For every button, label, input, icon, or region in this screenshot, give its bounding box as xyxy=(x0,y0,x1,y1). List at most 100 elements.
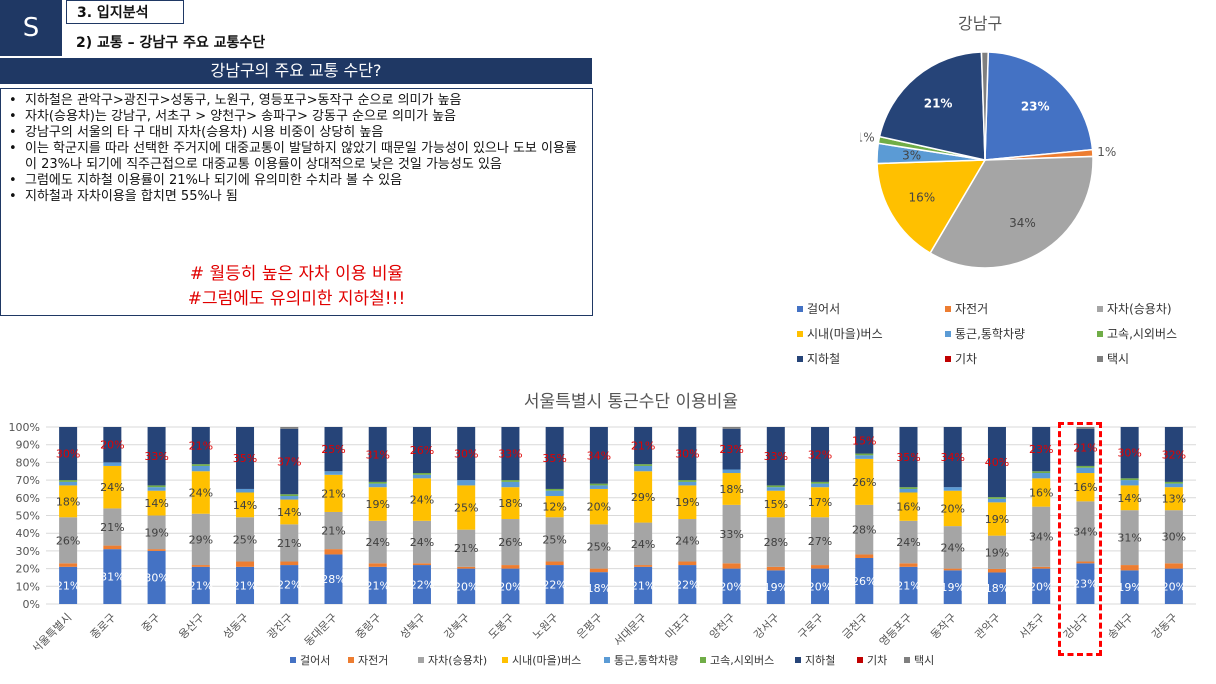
pie-slice xyxy=(984,51,1094,161)
bar-segment xyxy=(236,517,255,562)
bar-data-label: 40% xyxy=(985,456,1009,469)
bar-segment xyxy=(103,465,122,509)
bar-segment xyxy=(368,483,387,488)
pie-slice xyxy=(878,51,986,161)
x-tick-label: 금천구 xyxy=(839,610,870,641)
gangnam-highlight-box xyxy=(1058,422,1102,656)
x-tick-label: 양천구 xyxy=(706,610,737,641)
bar-data-label: 24% xyxy=(100,481,124,494)
bar-segment xyxy=(1076,563,1095,604)
bar-segment xyxy=(412,478,431,521)
bar-data-label: 33% xyxy=(144,450,168,463)
bar-data-label: 20% xyxy=(498,580,522,593)
bar-segment xyxy=(1120,570,1139,604)
bar-segment xyxy=(236,566,255,604)
bar-data-label: 19% xyxy=(144,526,168,539)
bar-segment xyxy=(103,427,122,463)
bar-segment xyxy=(501,480,520,482)
bar-segment xyxy=(987,568,1006,573)
bar-legend-item: 자차(승용차) xyxy=(418,652,487,668)
legend-label: 기차 xyxy=(867,654,888,667)
bar-data-label: 37% xyxy=(277,456,301,469)
bar-data-label: 32% xyxy=(1162,448,1186,461)
bar-segment xyxy=(324,549,343,555)
bar-segment xyxy=(1120,427,1139,479)
x-tick-label: 관악구 xyxy=(972,611,1003,642)
bar-segment xyxy=(722,428,741,470)
bar-segment xyxy=(678,565,697,604)
legend-label: 기차 xyxy=(955,352,978,366)
bar-segment xyxy=(545,488,564,491)
pie-legend-item: 시내(마을)버스 xyxy=(797,325,883,342)
bar-segment xyxy=(722,504,741,564)
bar-segment xyxy=(1076,473,1095,502)
bar-segment xyxy=(1164,487,1183,511)
bar-segment xyxy=(236,427,255,489)
bar-data-label: 30% xyxy=(454,448,478,461)
bar-data-label: 24% xyxy=(941,541,965,554)
bar-segment xyxy=(811,427,830,482)
x-tick-label: 서울특별시 xyxy=(29,611,74,650)
bar-segment xyxy=(589,524,608,569)
bar-segment xyxy=(457,427,476,481)
bar-segment xyxy=(899,492,918,521)
bar-data-label: 24% xyxy=(631,538,655,551)
bar-segment xyxy=(811,483,830,488)
bar-data-label: 21% xyxy=(454,542,478,555)
bar-segment xyxy=(855,427,874,454)
bar-segment xyxy=(1164,563,1183,569)
legend-label: 자전거 xyxy=(955,302,989,316)
legend-label: 시내(마을)버스 xyxy=(512,654,582,667)
legend-swatch xyxy=(945,355,951,362)
bar-data-label: 14% xyxy=(233,499,257,512)
section-title: 3. 입지분석 xyxy=(66,0,184,24)
bar-segment xyxy=(147,490,166,516)
y-tick-label: 100% xyxy=(9,421,40,434)
bar-segment xyxy=(191,427,210,465)
y-tick-label: 20% xyxy=(16,563,40,576)
bar-segment xyxy=(678,519,697,562)
bar-segment xyxy=(855,458,874,505)
bar-data-label: 16% xyxy=(1073,481,1097,494)
bar-data-label: 30% xyxy=(675,448,699,461)
bar-segment xyxy=(280,499,299,525)
x-tick-label: 강서구 xyxy=(751,611,782,642)
bar-segment xyxy=(368,487,387,521)
legend-swatch xyxy=(290,657,296,663)
x-tick-label: 종로구 xyxy=(88,611,119,642)
bar-data-label: 35% xyxy=(542,452,566,465)
pie-legend-item: 걸어서 xyxy=(797,300,840,317)
x-tick-label: 중랑구 xyxy=(353,611,384,642)
bar-segment xyxy=(236,561,255,567)
pie-legend-item: 고속,시외버스 xyxy=(1097,325,1177,342)
pie-data-label: 1% xyxy=(1097,145,1116,159)
bar-legend-item: 자전거 xyxy=(348,652,388,668)
bar-segment xyxy=(589,427,608,484)
bar-data-label: 21% xyxy=(189,579,213,592)
bar-data-label: 29% xyxy=(631,491,655,504)
pie-data-label: 1% xyxy=(983,40,1002,43)
bar-segment xyxy=(147,515,166,550)
bar-data-label: 15% xyxy=(764,498,788,511)
bar-segment xyxy=(722,427,741,429)
bar-segment xyxy=(1164,427,1183,482)
bar-data-label: 21% xyxy=(321,525,345,538)
x-tick-label: 서대문구 xyxy=(611,611,649,649)
bar-data-label: 21% xyxy=(189,440,213,453)
bar-segment xyxy=(987,572,1006,604)
legend-label: 고속,시외버스 xyxy=(1107,327,1178,341)
bar-legend-item: 지하철 xyxy=(795,652,835,668)
bar-segment xyxy=(236,492,255,518)
bar-segment xyxy=(943,487,962,491)
bar-segment xyxy=(1032,568,1051,604)
bar-segment xyxy=(899,563,918,567)
x-tick-label: 성동구 xyxy=(220,611,251,642)
bullet-item: 이는 학군지를 따라 선택한 주거지에 대중교통이 발달하지 않았기 때문일 가… xyxy=(9,141,582,173)
bar-segment xyxy=(147,487,166,491)
legend-label: 택시 xyxy=(914,654,935,667)
bar-segment xyxy=(501,568,520,604)
bar-segment xyxy=(59,517,78,564)
x-tick-label: 중구 xyxy=(139,611,163,635)
bar-segment xyxy=(634,566,653,604)
bar-data-label: 14% xyxy=(277,506,301,519)
